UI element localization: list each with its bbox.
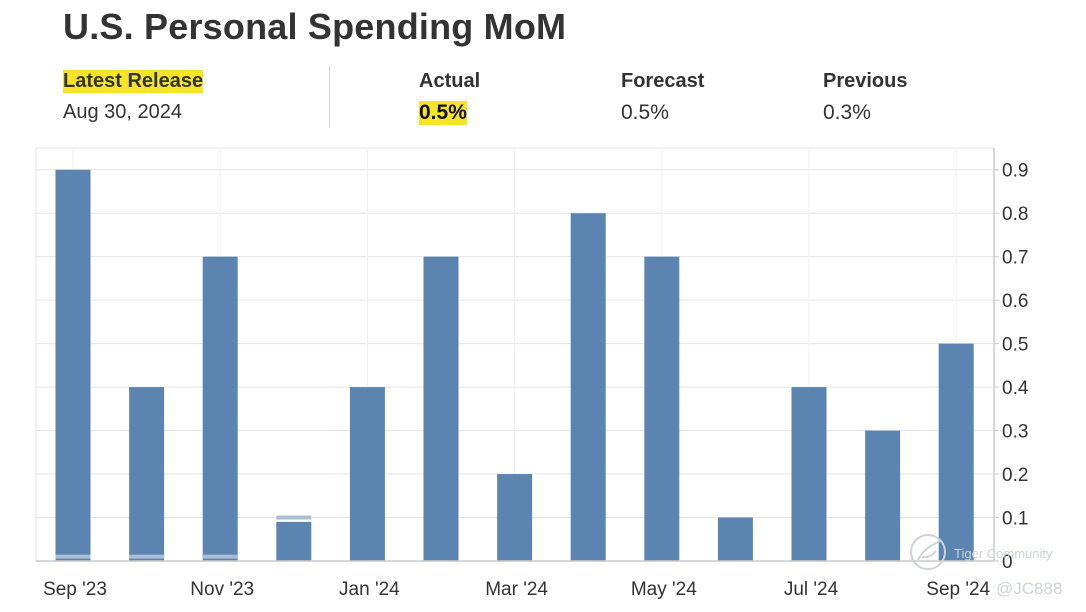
bar-sep-24 [938, 343, 974, 561]
y-tick-label: 0.1 [1002, 509, 1028, 530]
x-tick-label: Jan '24 [339, 579, 400, 600]
y-tick-label: 0.9 [1002, 161, 1028, 182]
x-tick-label: Sep '24 [926, 579, 990, 600]
previous-value: 0.3% [823, 101, 871, 124]
header-divider [329, 66, 330, 128]
y-tick-label: 0.2 [1002, 465, 1028, 486]
y-tick-label: 0.7 [1002, 248, 1028, 269]
bar-sep-23 [55, 169, 91, 561]
x-tick-label: Mar '24 [485, 579, 548, 600]
forecast-marker [55, 554, 91, 559]
forecast-marker [276, 515, 312, 520]
latest-release-label: Latest Release [63, 70, 204, 93]
bar-jan-24 [349, 387, 385, 561]
bar-aug-24 [865, 430, 901, 561]
bar-layer [55, 169, 974, 562]
bar-nov-23 [202, 256, 238, 561]
y-tick-label: 0.3 [1002, 422, 1028, 443]
x-tick-label: Jul '24 [784, 579, 839, 600]
y-tick-label: 0.4 [1002, 378, 1029, 399]
previous-label: Previous [823, 70, 908, 92]
forecast-value: 0.5% [621, 101, 669, 124]
y-tick-label: 0.6 [1002, 291, 1028, 312]
page-title: U.S. Personal Spending MoM [63, 6, 567, 47]
tiger-logo-icon [910, 534, 946, 570]
actual-label: Actual [419, 70, 481, 92]
bar-may-24 [644, 256, 680, 561]
forecast-label: Forecast [621, 70, 705, 92]
y-tick-label: 0.5 [1002, 335, 1028, 356]
x-tick-label: Nov '23 [190, 579, 254, 600]
bar-oct-23 [129, 387, 165, 561]
watermark-handle: @JC888 [996, 579, 1062, 598]
bar-jun-24 [717, 517, 753, 561]
watermark: Tiger Community @JC888 [910, 534, 1062, 598]
x-tick-label: Sep '23 [43, 579, 107, 600]
bar-feb-24 [423, 256, 459, 561]
bar-apr-24 [570, 213, 606, 562]
actual-value: 0.5% [419, 101, 467, 125]
y-tick-label: 0.8 [1002, 204, 1028, 225]
x-tick-label: May '24 [631, 579, 697, 600]
y-tick-label: 0 [1002, 552, 1013, 573]
watermark-brand: Tiger Community [954, 546, 1053, 561]
bar-dec-23 [276, 521, 312, 561]
axis-layer: 0 0.1 0.2 0.3 0.4 0.5 0.6 0.7 0.8 0.9 Sep '23 Nov '… [36, 148, 1029, 600]
bar-mar-24 [497, 474, 533, 561]
forecast-marker [202, 554, 238, 559]
latest-release-date: Aug 30, 2024 [63, 101, 182, 123]
bar-jul-24 [791, 387, 827, 561]
forecast-marker [129, 554, 165, 559]
